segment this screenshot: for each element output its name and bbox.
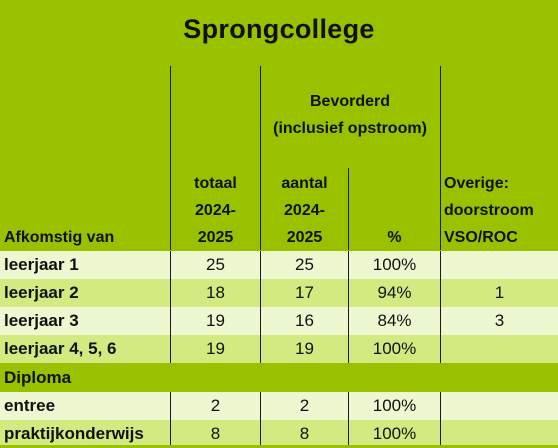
header-divider <box>440 66 441 250</box>
cell-overige <box>441 392 558 420</box>
cell-percent: 100% <box>372 339 417 358</box>
header-overige-line: Overige: <box>444 175 509 192</box>
row-label: leerjaar 3 <box>4 311 79 330</box>
column-divider <box>170 335 171 363</box>
cell-aantal: 8 <box>299 424 310 443</box>
header-totaal-line: 2024- <box>195 202 236 219</box>
header-bevorderd-line: Bevorderd <box>309 93 391 110</box>
header-bevorderd: Bevorderd (inclusief opstroom) <box>260 88 440 142</box>
cell-totaal: 2 <box>210 396 221 415</box>
row-label: entree <box>4 396 56 415</box>
page-title: Sprongcollege <box>183 14 375 44</box>
table-row: praktijkonderwijs 8 8 100% <box>0 420 558 445</box>
cell-percent: 94% <box>377 283 412 302</box>
header-overige: Overige: doorstroom VSO/ROC <box>444 170 558 251</box>
cell-percent: 84% <box>377 311 412 330</box>
cell-overige: 3 <box>494 311 505 330</box>
column-divider <box>260 420 261 445</box>
cell-totaal: 18 <box>206 283 225 302</box>
column-divider <box>170 251 171 279</box>
cell-aantal: 19 <box>295 339 314 358</box>
column-divider <box>440 251 441 279</box>
column-divider <box>260 279 261 307</box>
cell-totaal: 8 <box>210 424 221 443</box>
cell-aantal: 17 <box>295 283 314 302</box>
cell-totaal: 25 <box>206 255 225 274</box>
column-divider <box>348 420 349 445</box>
table-row: leerjaar 3 19 16 84% 3 <box>0 307 558 335</box>
column-divider <box>348 335 349 363</box>
header-totaal-line: 2025 <box>197 229 234 246</box>
header-totaal: totaal 2024- 2025 <box>171 170 260 251</box>
cell-percent: 100% <box>372 424 417 443</box>
column-divider <box>260 335 261 363</box>
header-totaal-line: totaal <box>194 175 237 192</box>
column-divider <box>440 392 441 420</box>
column-divider <box>170 392 171 420</box>
row-label: leerjaar 1 <box>4 255 79 274</box>
header-divider <box>170 66 171 250</box>
section-label: Diploma <box>4 368 72 387</box>
cell-totaal: 19 <box>206 339 225 358</box>
cell-overige <box>441 251 558 279</box>
cell-overige <box>441 335 558 363</box>
header-aantal-line: 2025 <box>286 229 323 246</box>
column-divider <box>348 251 349 279</box>
column-divider <box>348 307 349 335</box>
header-percent: % <box>387 229 402 246</box>
column-divider <box>260 392 261 420</box>
table-row: leerjaar 4, 5, 6 19 19 100% <box>0 335 558 363</box>
cell-percent: 100% <box>372 396 417 415</box>
cell-overige <box>441 420 558 448</box>
column-divider <box>170 307 171 335</box>
row-label: praktijkonderwijs <box>4 424 144 443</box>
cell-overige: 1 <box>494 283 505 302</box>
header-aantal-line: aantal <box>281 175 328 192</box>
header-divider <box>348 168 349 250</box>
header-divider <box>260 66 261 250</box>
column-divider <box>440 335 441 363</box>
section-row: Diploma <box>0 364 558 392</box>
column-divider <box>440 307 441 335</box>
column-divider <box>440 279 441 307</box>
column-divider <box>348 392 349 420</box>
table-row: entree 2 2 100% <box>0 392 558 420</box>
cell-percent: 100% <box>372 255 417 274</box>
column-divider <box>440 420 441 445</box>
row-label: leerjaar 2 <box>4 283 79 302</box>
row-label: leerjaar 4, 5, 6 <box>4 339 117 358</box>
column-divider <box>170 420 171 445</box>
cell-aantal: 16 <box>295 311 314 330</box>
header-overige-line: VSO/ROC <box>444 229 518 246</box>
column-divider <box>348 279 349 307</box>
column-divider <box>260 307 261 335</box>
header-afkomstig: Afkomstig van <box>4 229 115 246</box>
table-row: leerjaar 1 25 25 100% <box>0 251 558 279</box>
table-row: leerjaar 2 18 17 94% 1 <box>0 279 558 307</box>
cell-aantal: 25 <box>295 255 314 274</box>
column-divider <box>170 279 171 307</box>
header-aantal: aantal 2024- 2025 <box>261 170 348 251</box>
cell-totaal: 19 <box>206 311 225 330</box>
header-bevorderd-line: (inclusief opstroom) <box>273 120 427 137</box>
header-overige-line: doorstroom <box>444 202 534 219</box>
cell-aantal: 2 <box>299 396 310 415</box>
column-divider <box>260 251 261 279</box>
header-aantal-line: 2024- <box>284 202 325 219</box>
